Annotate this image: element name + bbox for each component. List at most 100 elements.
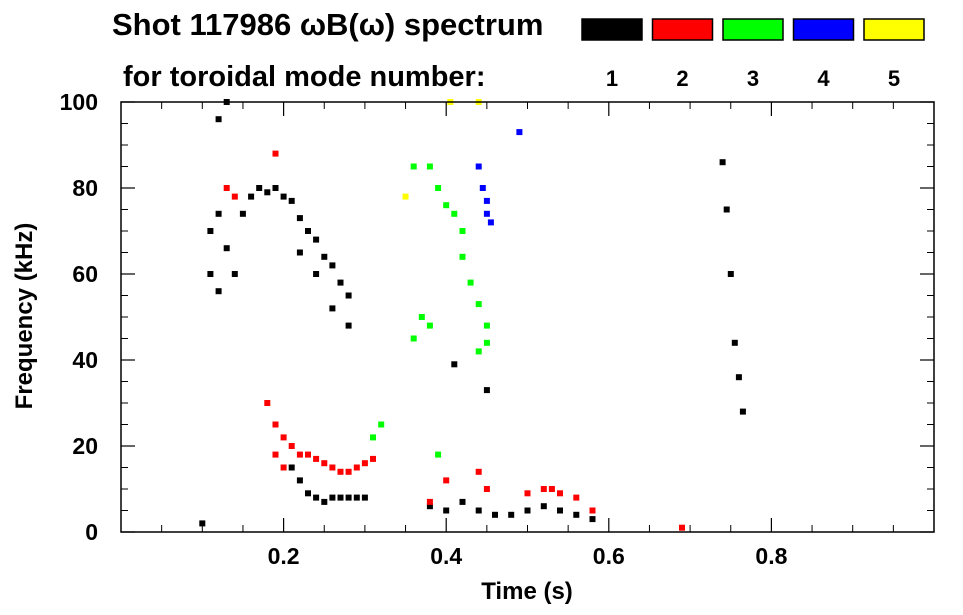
mode-1-point-49 [719,159,726,166]
mode-3-point-5 [459,253,466,260]
mode-1-point-3 [231,271,238,277]
mode-1-point-48 [451,361,458,368]
mode-1-point-45 [573,511,580,518]
mode-1-point-14 [321,253,328,260]
mode-3-point-3 [451,210,458,217]
mode-5-point-0 [402,193,409,200]
mode-1-point-8 [272,185,279,191]
mode-1-point-39 [475,507,482,514]
x-axis-title: Time (s) [481,578,573,605]
mode-1-point-15 [329,262,336,269]
mode-2-point-0 [223,185,230,191]
mode-1-point-4 [239,210,246,217]
y-tick-label: 100 [60,89,98,115]
mode-1-point-31 [329,494,336,501]
mode-2-point-6 [288,443,295,449]
mode-3-point-1 [435,185,442,191]
mode-1-point-38 [459,498,466,505]
mode-1-point-53 [735,374,742,381]
mode-2-point-19 [443,477,450,484]
mode-1-point-54 [739,408,746,415]
mode-1-point-0 [207,228,214,234]
mode-4-point-0 [475,163,482,170]
mode-3-point-6 [467,279,474,286]
mode-2-point-25 [557,490,563,497]
legend-label-4: 4 [817,66,830,91]
mode-1-point-7 [264,189,271,196]
plot-frame [120,101,935,533]
mode-3-point-7 [475,301,482,308]
mode-1-point-1 [215,210,222,217]
mode-1-point-33 [345,494,352,501]
mode-1-point-11 [296,215,303,222]
mode-1-point-43 [540,503,547,510]
axes: 0.2 0.4 0.6 0.8 0 20 40 60 80 100 [60,89,934,569]
mode-1-point-42 [524,507,531,514]
mode-2-point-24 [548,486,555,492]
mode-2-point-1 [231,193,238,200]
mode-3-point-9 [483,339,490,346]
mode-2-point-18 [280,464,287,471]
mode-2-point-28 [589,507,596,514]
mode-2-point-9 [313,455,320,462]
mode-4-point-2 [483,197,490,204]
legend-label-3: 3 [747,66,759,91]
mode-1-point-26 [288,464,295,471]
mode-2-point-20 [475,468,482,475]
legend: 1 2 3 4 5 [581,18,925,91]
mode-4-point-3 [483,210,490,217]
mode-2-point-8 [305,451,311,458]
mode-1-point-19 [215,288,222,295]
mode-1-point-12 [305,228,311,234]
y-axis-title: Frequency (kHz) [11,223,38,410]
mode-3-point-4 [459,228,466,234]
mode-1-point-17 [345,292,352,299]
mode-2-point-11 [329,464,336,471]
mode-1-point-18 [207,271,214,277]
mode-1-point-32 [337,494,344,501]
x-tick-label: 0.8 [755,543,787,569]
mode-2-point-16 [370,455,376,462]
legend-swatch-4 [792,18,855,41]
mode-3-point-15 [410,335,417,342]
mode-1-point-44 [557,507,563,514]
mode-1-point-27 [296,477,303,484]
mode-1-point-13 [313,236,320,243]
mode-2-point-2 [272,150,279,157]
mode-2-point-3 [264,400,271,406]
chart-subtitle: for toroidal mode number: [123,61,486,93]
mode-2-point-5 [280,434,287,441]
mode-2-point-21 [483,486,490,492]
mode-1-point-25 [215,116,222,123]
mode-3-point-12 [435,451,442,458]
mode-1-point-20 [296,249,303,256]
mode-2-point-12 [337,468,344,475]
mode-1-point-21 [313,271,320,277]
mode-3-point-8 [483,322,490,329]
x-tick-label: 0.2 [268,543,300,569]
legend-swatch-3 [722,18,784,41]
mode-4-point-4 [487,219,494,226]
mode-1-point-5 [248,193,255,200]
mode-2-point-7 [296,451,303,458]
mode-1-point-36 [426,503,433,510]
mode-1-point-23 [345,322,352,329]
mode-2-point-22 [524,490,531,497]
mode-3-point-17 [418,314,425,320]
mode-1-point-16 [337,279,344,286]
mode-1-point-34 [353,494,360,501]
mode-3-point-2 [443,202,450,209]
legend-label-5: 5 [888,66,900,91]
mode-1-point-2 [223,245,230,252]
mode-2-point-17 [272,451,279,458]
chart-title: Shot 117986 ωB(ω) spectrum [112,7,543,42]
mode-4-point-5 [516,129,523,136]
mode-1-point-37 [443,507,450,514]
mode-1-point-9 [280,193,287,200]
mode-3-point-14 [378,421,385,428]
mode-1-point-6 [256,185,263,191]
mode-1-point-30 [321,498,328,505]
legend-swatch-5 [863,18,925,41]
mode-2-point-27 [573,494,580,501]
